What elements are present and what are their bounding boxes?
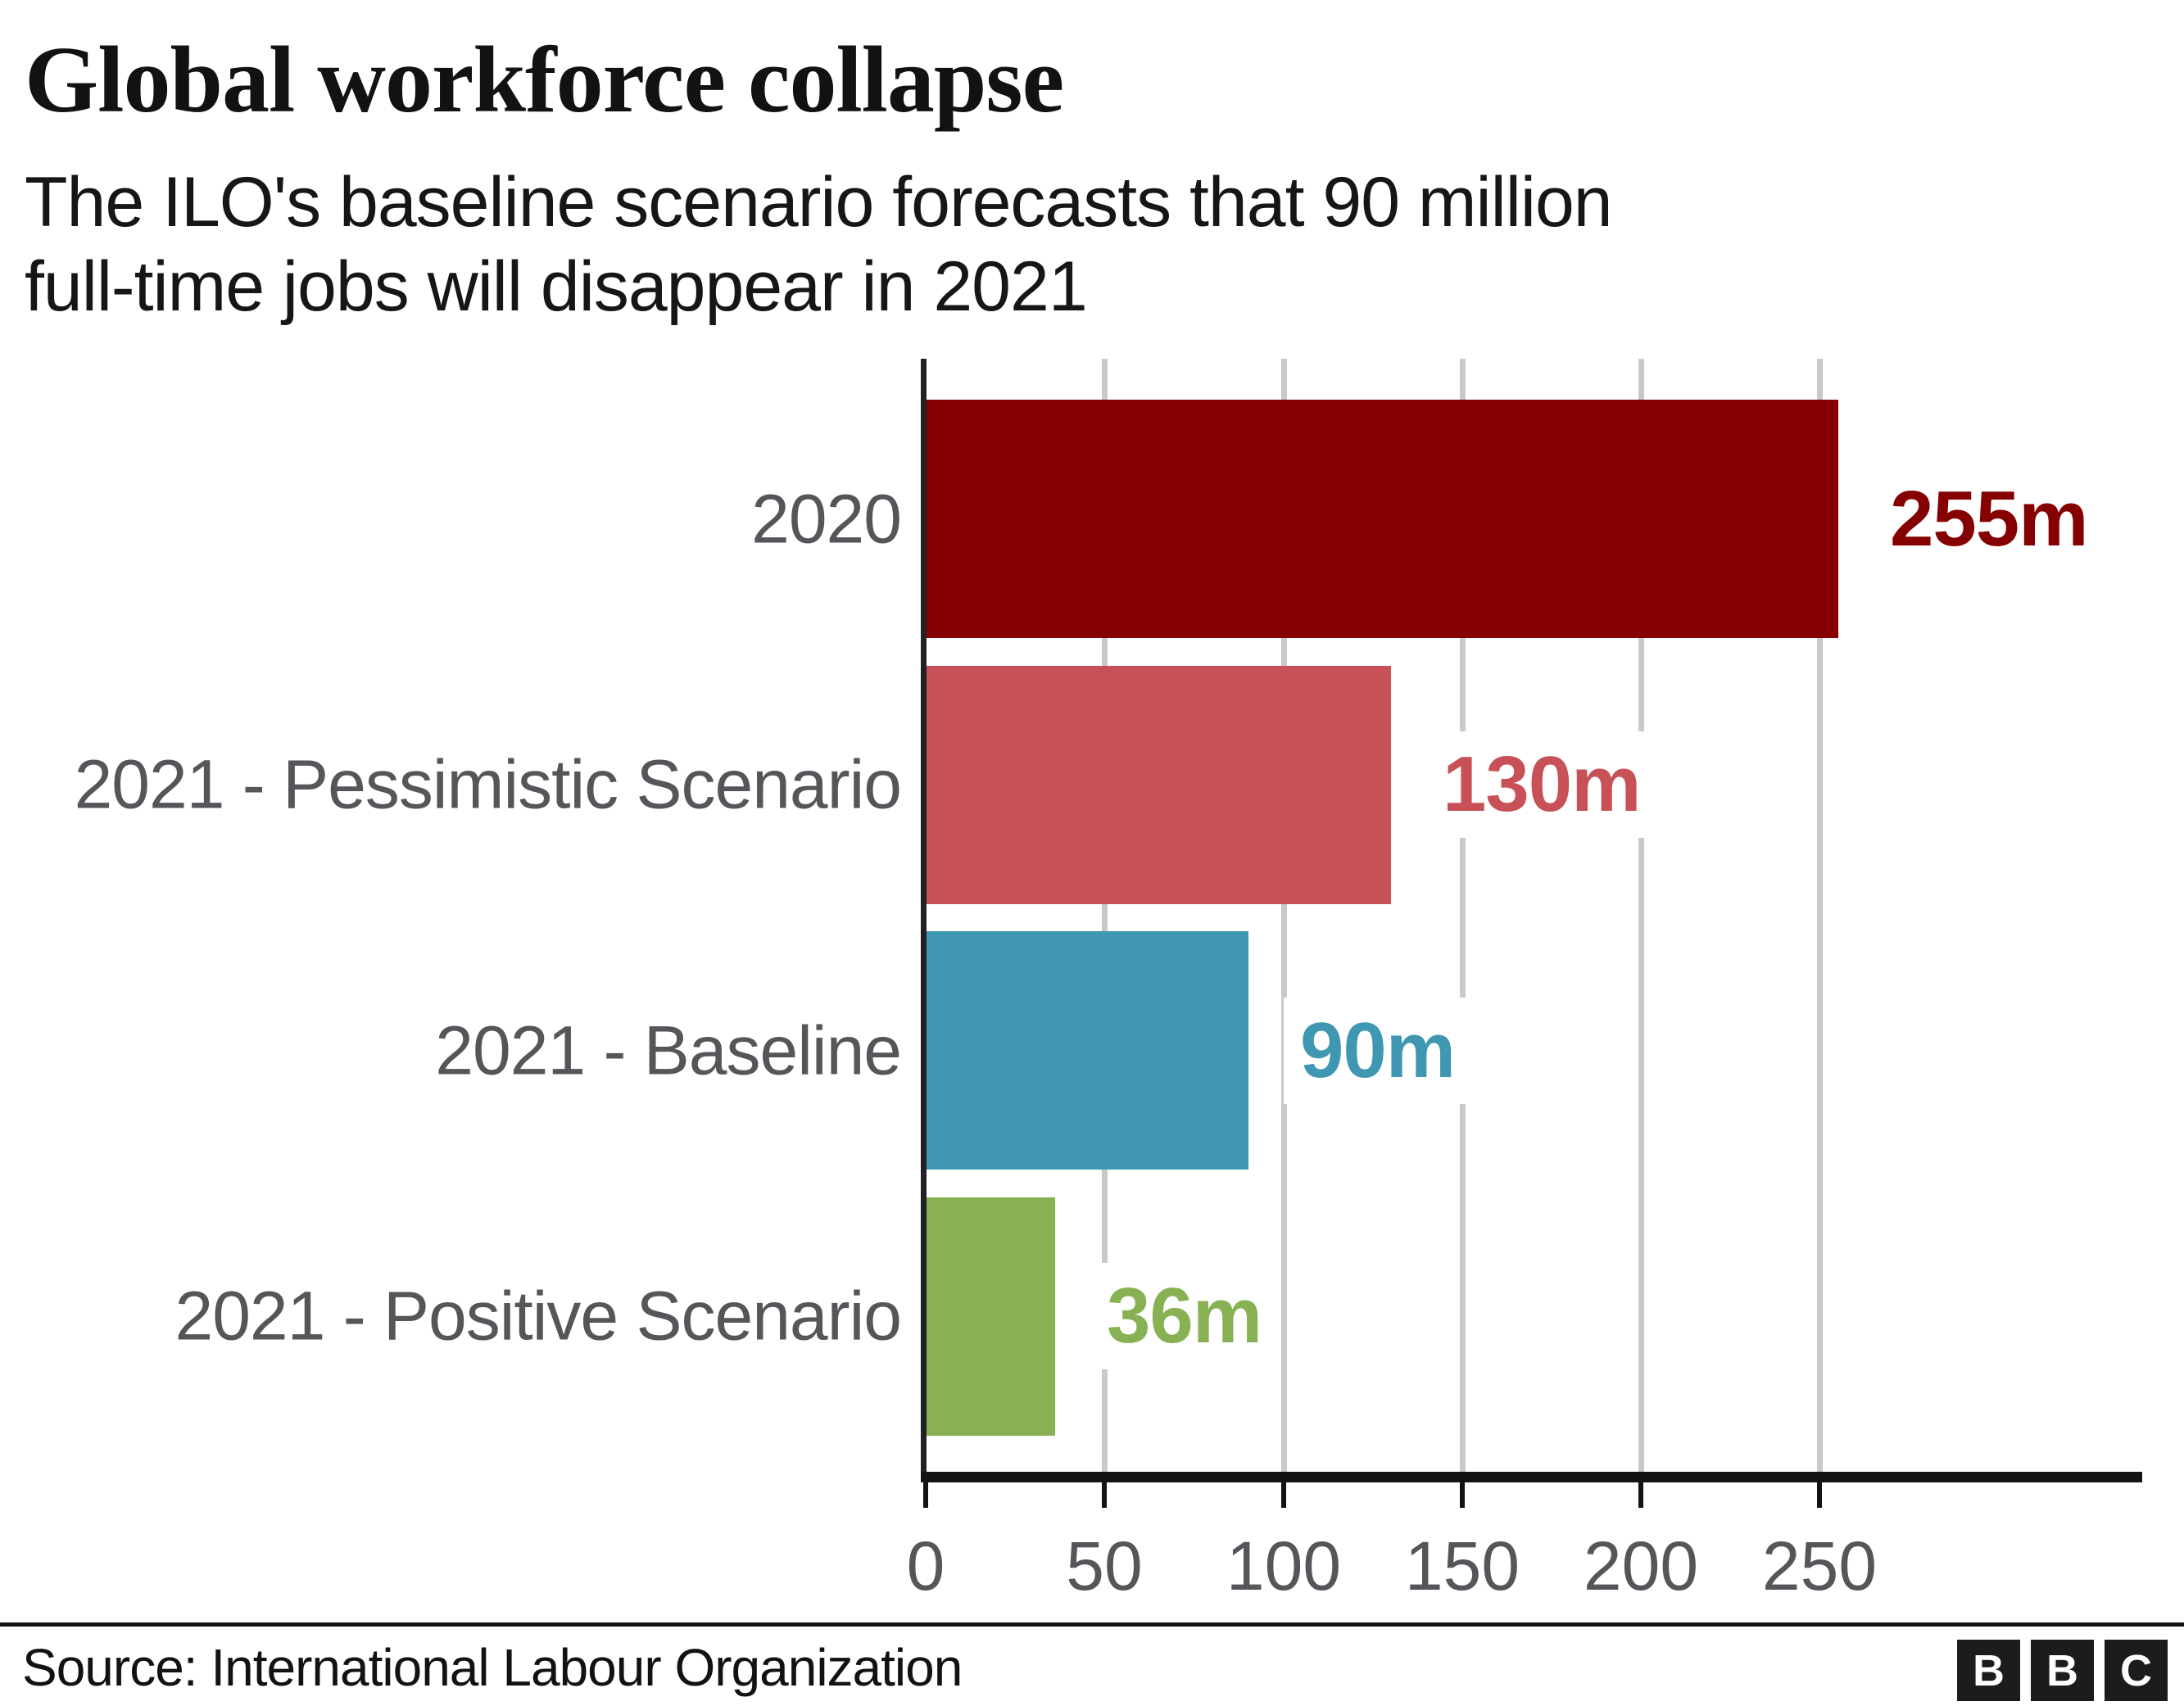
x-axis-tick-250 [1817,1482,1822,1508]
x-tick-label-250: 250 [1761,1527,1878,1604]
x-axis-line [921,1472,2142,1482]
bbc-logo-square: B [1957,1640,2020,1701]
bar [927,666,1391,904]
gridline-100 [1281,359,1287,1472]
bar-label: 2021 - Baseline [435,1011,902,1089]
x-axis-tick-100 [1281,1482,1286,1508]
x-tick-label-0: 0 [906,1527,945,1604]
bbc-logo-square: B [2031,1640,2094,1701]
gridline-250 [1817,359,1823,1472]
x-axis-tick-0 [923,1482,928,1508]
subtitle-line-1: The ILO's baseline scenario forecasts th… [25,163,1613,242]
gridline-50 [1102,359,1108,1472]
bar-value: 36m [1090,1263,1279,1369]
x-tick-label-150: 150 [1404,1527,1520,1604]
gridline-200 [1638,359,1644,1472]
bar-value: 255m [1874,466,2105,572]
x-axis-tick-200 [1638,1482,1643,1508]
subtitle-line-2: full-time jobs will disappear in 2021 [25,247,1088,326]
bar-label: 2021 - Positive Scenario [174,1277,902,1355]
chart-title: Global workforce collapse [25,28,1064,133]
gridline-150 [1460,359,1466,1472]
bar-value: 90m [1284,998,1472,1104]
bar [927,400,1838,638]
x-tick-label-100: 100 [1226,1527,1342,1604]
footer-divider [0,1622,2184,1627]
x-axis-tick-150 [1460,1482,1465,1508]
bar-label: 2021 - Pessimistic Scenario [74,745,902,823]
bar [927,931,1248,1170]
source-text: Source: International Labour Organizatio… [22,1638,963,1697]
bar [927,1197,1055,1436]
chart-subtitle: The ILO's baseline scenario forecasts th… [25,161,1613,329]
bar-value: 130m [1426,731,1657,838]
x-axis-tick-50 [1102,1482,1107,1508]
bar-label: 2020 [751,480,902,558]
x-tick-label-50: 50 [1066,1527,1143,1604]
x-tick-label-200: 200 [1583,1527,1699,1604]
y-axis-line [921,359,927,1472]
bbc-logo-square: C [2105,1640,2168,1701]
